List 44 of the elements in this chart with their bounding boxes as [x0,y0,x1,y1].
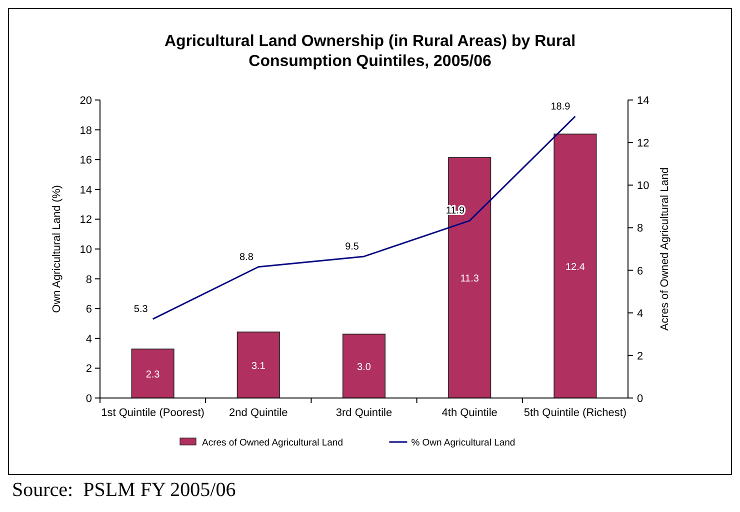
data-label: 3.0 [357,362,372,374]
y-axis-title: Own Agricultural Land (%) [51,185,63,313]
y-tick-label: 16 [80,154,92,167]
data-label: 3.1 [251,361,266,372]
x-tick-label: 3rd Quintile [336,407,392,419]
data-label: 12.4 [565,262,586,274]
y2-tick-label: 2 [637,350,644,362]
y-tick-label: 0 [86,393,92,405]
x-tick-label: 5th Quintile (Richest) [524,407,627,419]
data-label: 5.3 [134,304,148,316]
y-tick-label: 18 [80,124,92,137]
y-tick-label: 10 [80,244,92,256]
bar [448,157,492,398]
y2-axis-title: Acres of Owned Agricultural Land [659,167,671,331]
source-note: Source: PSLM FY 2005/06 [12,479,236,501]
bar [131,348,174,398]
data-label: 9.5 [345,241,360,252]
bar [342,334,386,398]
y-tick-label: 4 [86,333,92,346]
legend-label: Acres of Owned Agricultural Land [202,438,343,448]
y2-tick-label: 14 [637,95,650,107]
y-tick-label: 14 [80,184,92,196]
data-label: 11.3 [460,274,480,285]
data-label: 18.9 [550,101,571,112]
y2-tick-label: 0 [637,393,644,405]
x-tick-label: 2nd Quintile [229,407,288,419]
y2-tick-label: 10 [637,180,650,192]
legend-label: % Own Agricultural Land [411,438,516,448]
y2-tick-label: 6 [637,265,644,278]
y2-tick-label: 4 [637,308,644,320]
x-tick-label: 1st Quintile (Poorest) [101,407,204,419]
y-tick-label: 20 [80,95,92,107]
y2-tick-label: 12 [637,138,650,150]
y-tick-label: 12 [80,214,92,226]
bar [236,332,280,398]
chart-title: Agricultural Land Ownership (in Rural Areas) by Rural Consumption Quintiles, 2005/06 [164,33,576,70]
y-tick-label: 6 [86,304,92,316]
y-tick-label: 2 [86,363,92,376]
data-label: 2.3 [146,370,160,381]
y-tick-label: 8 [86,274,92,286]
y2-tick-label: 8 [637,222,644,235]
x-tick-label: 4th Quintile [442,407,498,419]
bar [554,134,597,398]
data-label: 8.8 [239,252,254,263]
